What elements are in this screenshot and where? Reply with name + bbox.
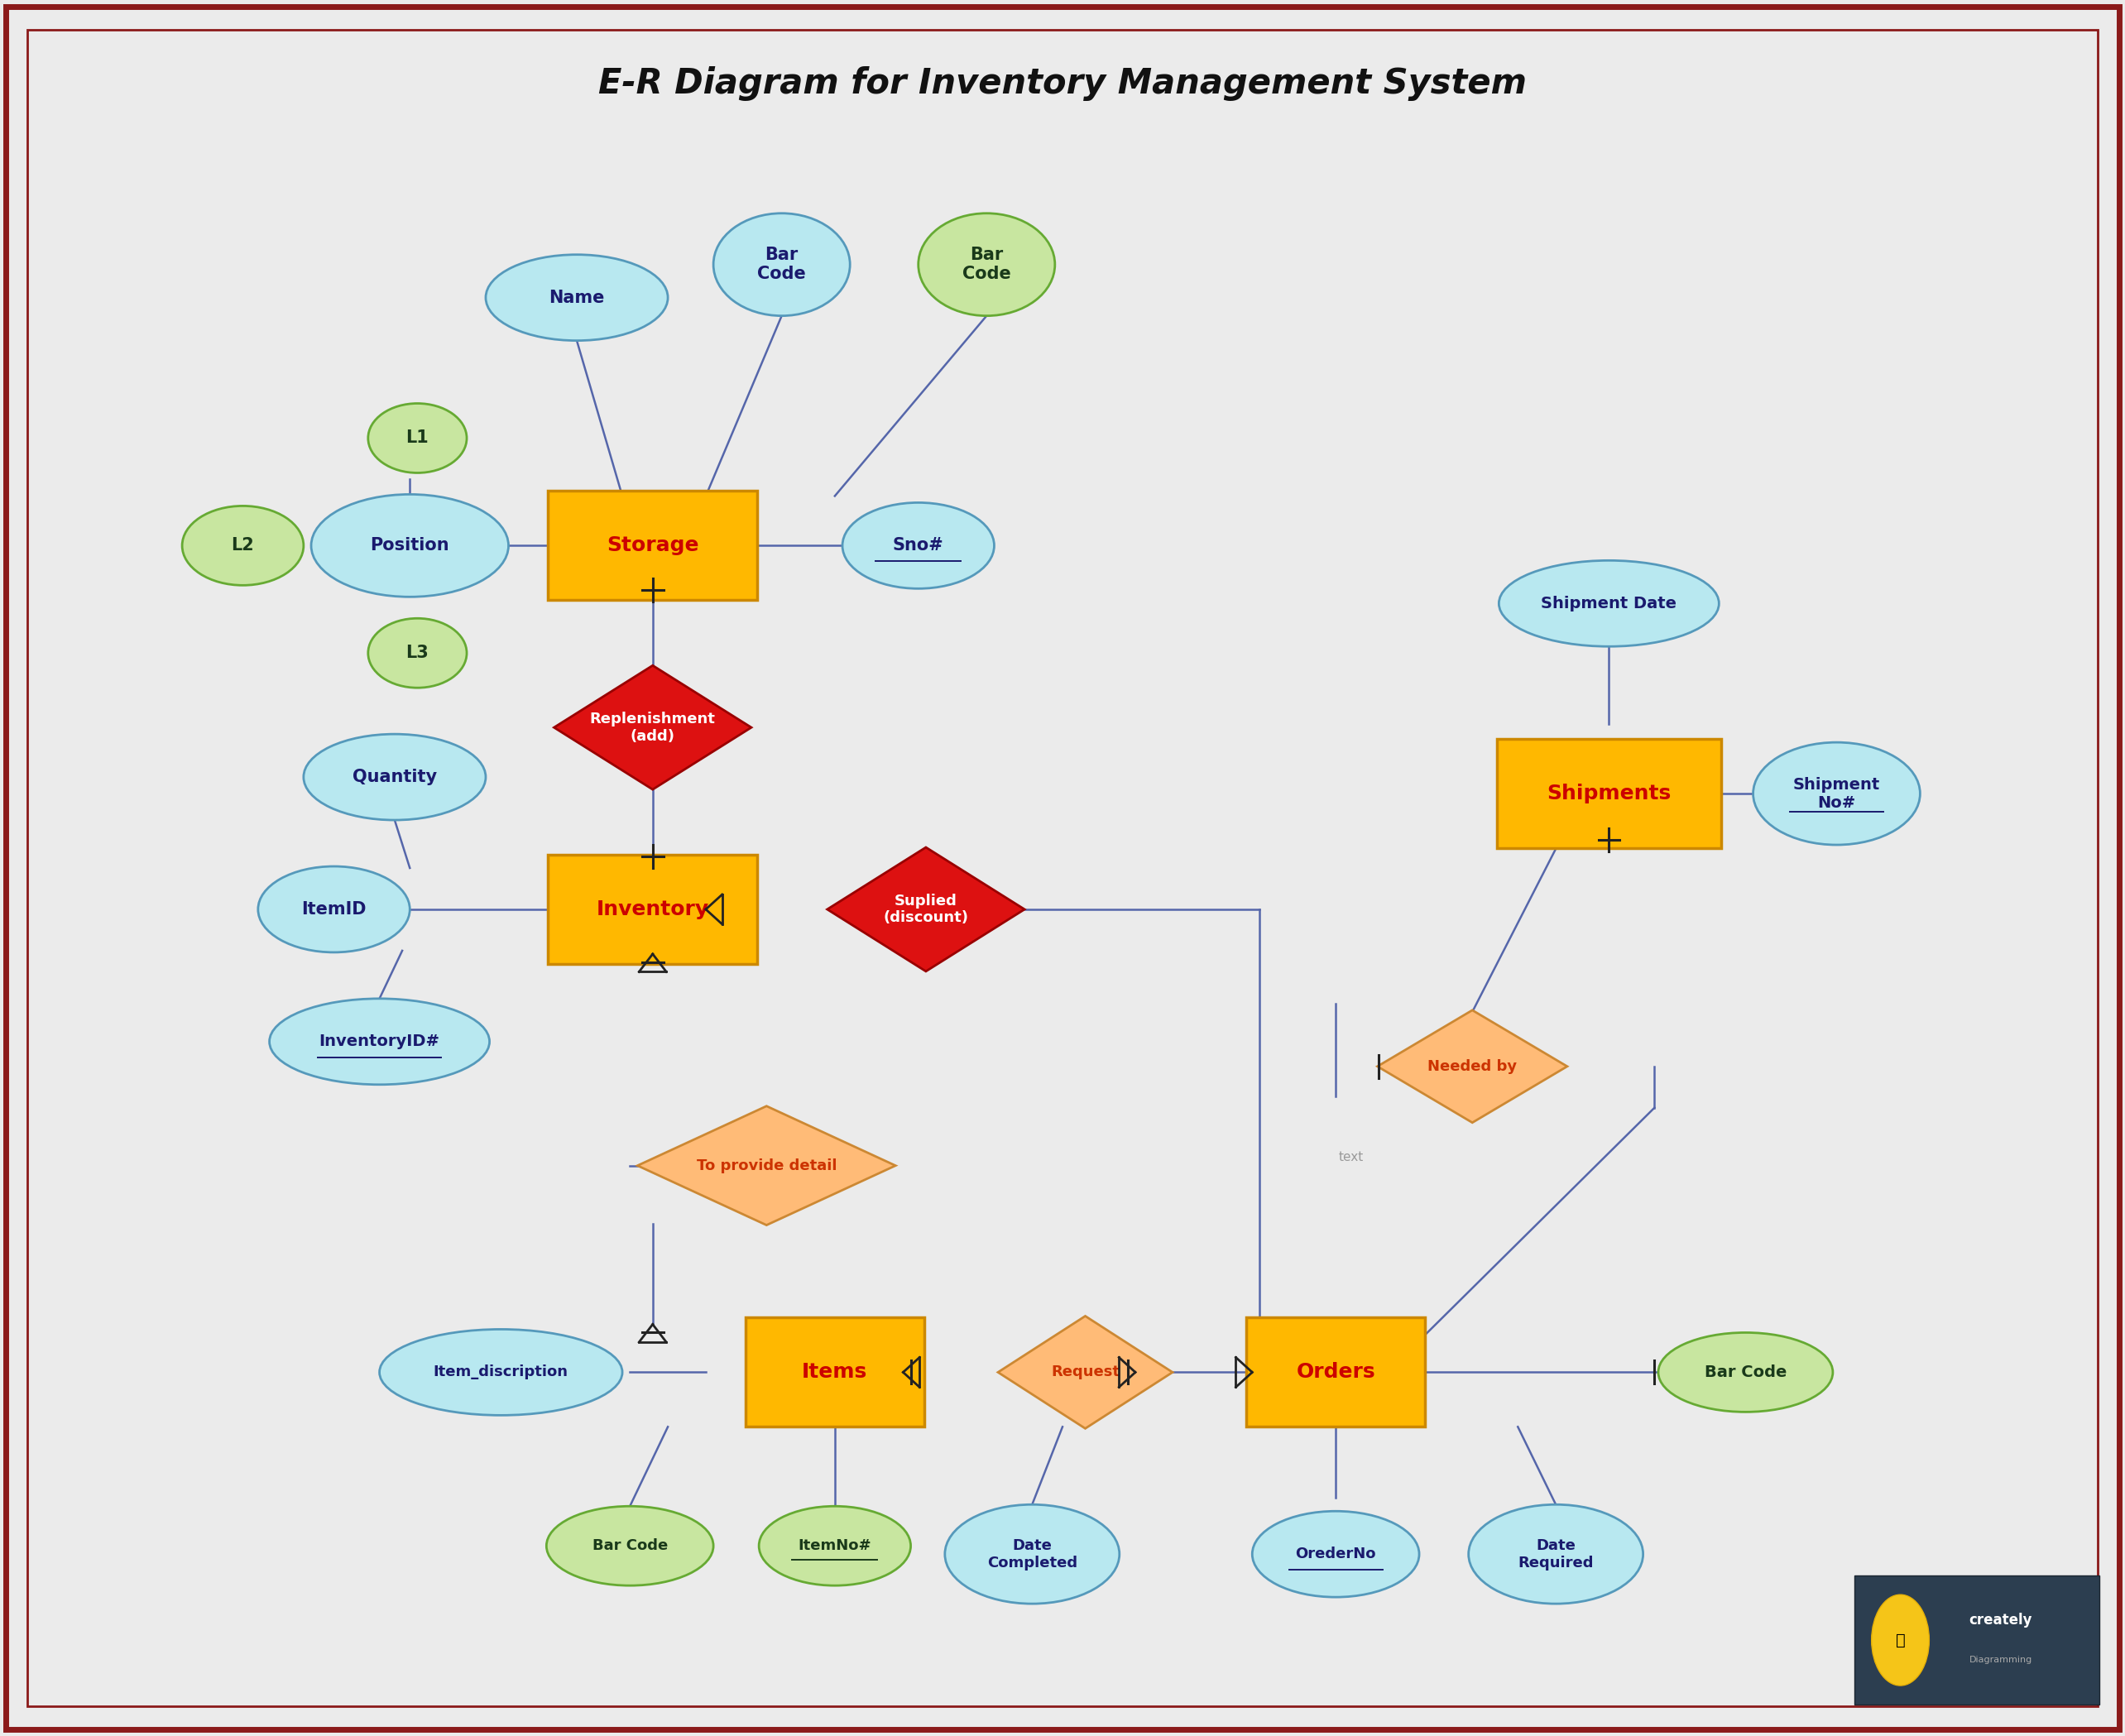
Text: Request: Request bbox=[1052, 1364, 1120, 1380]
Ellipse shape bbox=[546, 1507, 714, 1585]
Text: Storage: Storage bbox=[606, 536, 699, 556]
Ellipse shape bbox=[183, 505, 304, 585]
FancyBboxPatch shape bbox=[746, 1318, 924, 1427]
FancyBboxPatch shape bbox=[1855, 1576, 2100, 1705]
FancyBboxPatch shape bbox=[548, 491, 756, 601]
Ellipse shape bbox=[1753, 743, 1921, 845]
Text: Needed by: Needed by bbox=[1428, 1059, 1517, 1075]
Text: Bar
Code: Bar Code bbox=[963, 247, 1012, 283]
Text: L3: L3 bbox=[406, 644, 429, 661]
Text: Replenishment
(add): Replenishment (add) bbox=[591, 712, 716, 743]
Ellipse shape bbox=[918, 214, 1054, 316]
Text: ItemNo#: ItemNo# bbox=[799, 1538, 871, 1554]
Text: Name: Name bbox=[548, 290, 606, 306]
Polygon shape bbox=[638, 1106, 895, 1226]
Text: text: text bbox=[1339, 1151, 1364, 1163]
Text: Bar Code: Bar Code bbox=[593, 1538, 667, 1554]
Text: Quantity: Quantity bbox=[353, 769, 438, 785]
Ellipse shape bbox=[1658, 1333, 1832, 1411]
Text: Item_discription: Item_discription bbox=[434, 1364, 567, 1380]
Ellipse shape bbox=[257, 866, 410, 953]
Text: Orders: Orders bbox=[1296, 1363, 1375, 1382]
Text: Shipments: Shipments bbox=[1547, 783, 1670, 804]
Ellipse shape bbox=[1252, 1510, 1420, 1597]
Text: Suplied
(discount): Suplied (discount) bbox=[884, 894, 969, 925]
Ellipse shape bbox=[1498, 561, 1719, 646]
Ellipse shape bbox=[270, 998, 489, 1085]
Ellipse shape bbox=[368, 403, 468, 472]
Text: Sno#: Sno# bbox=[892, 538, 944, 554]
Text: L1: L1 bbox=[406, 431, 429, 446]
Text: OrederNo: OrederNo bbox=[1296, 1547, 1377, 1562]
Text: To provide detail: To provide detail bbox=[697, 1158, 837, 1174]
FancyBboxPatch shape bbox=[1245, 1318, 1426, 1427]
Text: Shipment
No#: Shipment No# bbox=[1794, 776, 1881, 811]
Ellipse shape bbox=[380, 1330, 623, 1415]
FancyBboxPatch shape bbox=[548, 854, 756, 963]
Ellipse shape bbox=[1872, 1595, 1930, 1686]
Text: E-R Diagram for Inventory Management System: E-R Diagram for Inventory Management Sys… bbox=[599, 66, 1526, 101]
Text: creately: creately bbox=[1970, 1613, 2032, 1628]
Polygon shape bbox=[1377, 1010, 1566, 1123]
Text: Diagramming: Diagramming bbox=[1970, 1656, 2032, 1665]
Ellipse shape bbox=[1468, 1505, 1643, 1604]
Ellipse shape bbox=[759, 1507, 912, 1585]
Text: 💡: 💡 bbox=[1896, 1632, 1906, 1647]
FancyBboxPatch shape bbox=[1496, 740, 1721, 849]
Text: Bar Code: Bar Code bbox=[1704, 1364, 1787, 1380]
Ellipse shape bbox=[714, 214, 850, 316]
Ellipse shape bbox=[304, 734, 487, 819]
Polygon shape bbox=[555, 665, 752, 790]
Ellipse shape bbox=[368, 618, 468, 687]
Text: Items: Items bbox=[801, 1363, 867, 1382]
Text: Position: Position bbox=[370, 538, 448, 554]
Ellipse shape bbox=[842, 503, 995, 589]
Text: Date
Completed: Date Completed bbox=[986, 1538, 1077, 1569]
Text: InventoryID#: InventoryID# bbox=[319, 1033, 440, 1050]
Text: Inventory: Inventory bbox=[597, 899, 710, 920]
Ellipse shape bbox=[487, 255, 667, 340]
Text: Date
Required: Date Required bbox=[1517, 1538, 1594, 1569]
Text: Bar
Code: Bar Code bbox=[756, 247, 805, 283]
Polygon shape bbox=[999, 1316, 1173, 1429]
Ellipse shape bbox=[310, 495, 508, 597]
Ellipse shape bbox=[946, 1505, 1120, 1604]
Polygon shape bbox=[827, 847, 1024, 972]
Text: ItemID: ItemID bbox=[302, 901, 365, 918]
Text: L2: L2 bbox=[232, 538, 255, 554]
Text: Shipment Date: Shipment Date bbox=[1541, 595, 1677, 611]
